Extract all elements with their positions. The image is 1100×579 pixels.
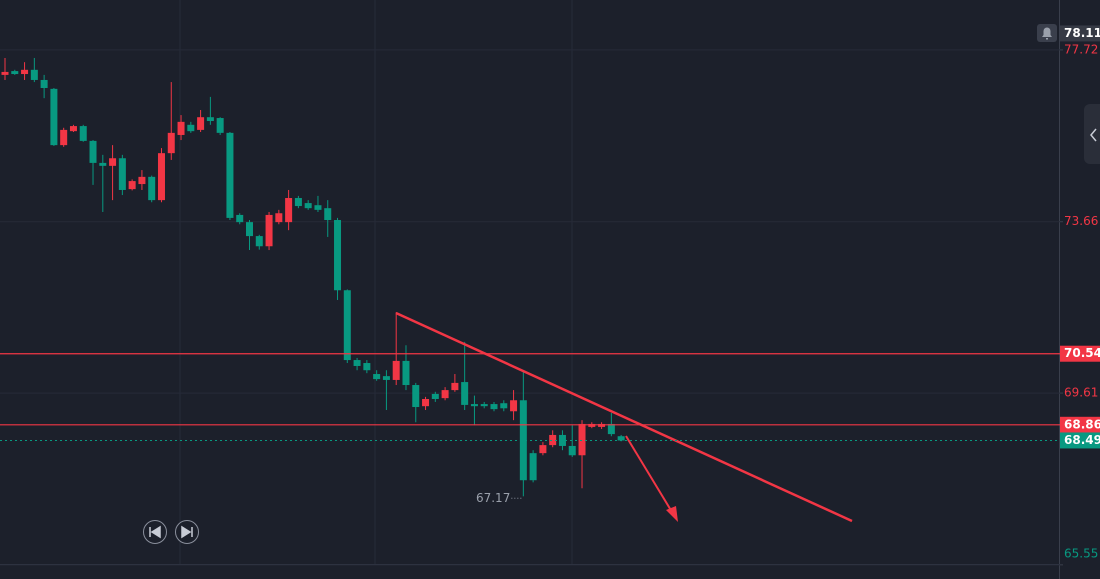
- candle-body: [422, 398, 430, 407]
- candle-body: [304, 203, 312, 209]
- candle-body: [109, 158, 117, 166]
- candle-body: [255, 236, 263, 247]
- candle-body: [334, 220, 342, 291]
- candle-body: [568, 445, 576, 456]
- low-annotation: 67.17: [476, 491, 510, 505]
- y-tick-label: 77.72: [1064, 42, 1098, 56]
- level-label: 68.86: [1064, 417, 1100, 431]
- candle-body: [558, 434, 566, 446]
- side-tab-icon: [1090, 128, 1097, 142]
- candle-body: [294, 198, 302, 207]
- candle-body: [578, 423, 586, 456]
- candle-body: [529, 453, 537, 481]
- replay-controls: [143, 520, 199, 544]
- candle-body: [588, 423, 596, 427]
- candle-body: [99, 162, 107, 166]
- candle-body: [118, 158, 126, 190]
- candle-body: [69, 126, 77, 132]
- candle-body: [265, 214, 273, 247]
- candle-body: [197, 117, 205, 130]
- candle-body: [246, 222, 253, 237]
- candle-body: [1, 71, 9, 75]
- candle-body: [598, 423, 606, 427]
- candle-body: [79, 126, 87, 141]
- candle-body: [373, 374, 381, 380]
- y-tick-label: 69.61: [1064, 386, 1098, 400]
- trend-line: [395, 311, 853, 523]
- arrow-shaft: [625, 435, 673, 513]
- candle-body: [314, 205, 322, 210]
- candle-body: [402, 360, 410, 386]
- candle-body: [177, 121, 185, 135]
- y-tick-label: 73.66: [1064, 214, 1098, 228]
- candle-body: [539, 445, 547, 454]
- candle-body: [60, 129, 68, 146]
- candle-body: [148, 176, 156, 201]
- candle-body: [510, 400, 518, 412]
- candle-body: [11, 71, 19, 75]
- candle-body: [392, 360, 400, 380]
- price-badge-label: 78.11: [1064, 26, 1100, 40]
- candle-body: [89, 140, 97, 163]
- level-badge: [1060, 416, 1100, 433]
- candle-body: [30, 69, 38, 80]
- step-forward-icon: [181, 525, 193, 539]
- candle-body: [470, 404, 478, 407]
- alert-button[interactable]: [1037, 24, 1057, 42]
- arrow: [625, 435, 678, 522]
- candle-body: [461, 382, 469, 405]
- vertical-grid: [179, 0, 573, 564]
- candle-body: [441, 390, 449, 399]
- last-price-badge: [1060, 432, 1100, 449]
- candle-body: [500, 403, 508, 409]
- candle-body: [187, 124, 195, 132]
- candle-body: [431, 393, 439, 399]
- side-tab[interactable]: [1084, 104, 1100, 164]
- candle-body: [451, 382, 459, 391]
- plot: 77.72 73.66 69.61 65.55 67.17: [0, 42, 1098, 566]
- candle-body: [519, 400, 527, 481]
- candle-body: [607, 423, 615, 435]
- candle-body: [50, 88, 58, 146]
- level-badge: [1060, 345, 1100, 362]
- candle-body: [549, 434, 557, 446]
- candle-body: [157, 153, 165, 201]
- candle-body: [382, 376, 390, 380]
- candle-body: [412, 385, 420, 408]
- last-price-label: 68.49: [1064, 433, 1100, 447]
- step-back-icon: [149, 525, 161, 539]
- candle-body: [206, 117, 214, 122]
- candle-body: [275, 213, 283, 223]
- candle-body: [490, 404, 498, 410]
- candle-body: [353, 360, 361, 366]
- price-badge: [1060, 25, 1100, 42]
- candle-body: [21, 69, 29, 75]
- level-label: 70.54: [1064, 346, 1100, 360]
- candle-body: [128, 181, 136, 190]
- y-tick-label: 65.55: [1064, 547, 1098, 561]
- arrow-head: [666, 506, 678, 522]
- candle-body: [343, 290, 351, 361]
- candle-body: [285, 198, 293, 223]
- candle-body: [40, 79, 48, 89]
- candle-body: [216, 118, 224, 133]
- candle-body: [480, 404, 488, 407]
- bell-icon: [1042, 27, 1052, 40]
- candle-body: [236, 214, 244, 223]
- candle-body: [167, 132, 175, 154]
- candle-body: [138, 176, 146, 185]
- candle-body: [363, 363, 371, 371]
- candle-body: [617, 436, 625, 441]
- candle-body: [324, 208, 332, 221]
- candle-body: [226, 132, 234, 218]
